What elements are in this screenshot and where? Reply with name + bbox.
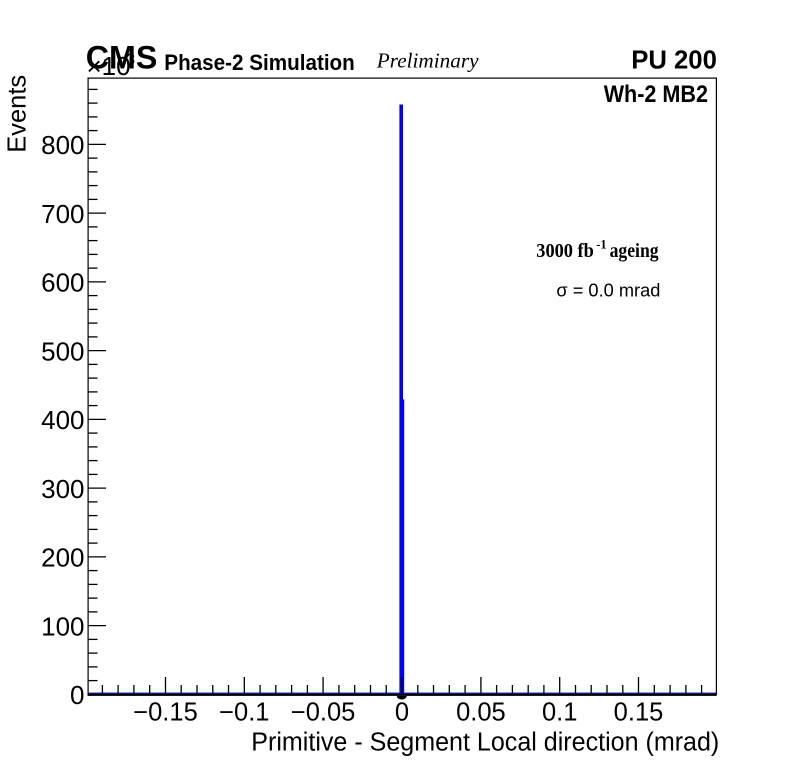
svg-text:ageing: ageing xyxy=(610,241,659,262)
svg-text:700: 700 xyxy=(41,199,84,229)
svg-text:σ = 0.0 mrad: σ = 0.0 mrad xyxy=(556,279,660,300)
svg-text:0.05: 0.05 xyxy=(456,699,506,727)
svg-text:PU 200: PU 200 xyxy=(631,47,717,75)
svg-text:×10: ×10 xyxy=(87,51,131,81)
svg-text:100: 100 xyxy=(41,611,84,641)
svg-text:−0.1: −0.1 xyxy=(219,699,269,727)
svg-text:800: 800 xyxy=(41,130,84,160)
svg-text:200: 200 xyxy=(41,543,84,573)
svg-text:Primitive - Segment Local dire: Primitive - Segment Local direction (mra… xyxy=(251,729,719,757)
svg-text:500: 500 xyxy=(41,336,84,366)
svg-text:-1: -1 xyxy=(596,237,606,251)
svg-text:3000 fb: 3000 fb xyxy=(536,241,594,262)
svg-text:−0.15: −0.15 xyxy=(133,699,198,727)
svg-text:CMS: CMS xyxy=(86,39,158,75)
svg-text:−0.05: −0.05 xyxy=(291,699,356,727)
svg-text:3: 3 xyxy=(127,52,136,69)
svg-text:0: 0 xyxy=(395,699,409,727)
svg-text:0: 0 xyxy=(70,680,84,710)
svg-text:0.15: 0.15 xyxy=(614,699,664,727)
svg-text:0.1: 0.1 xyxy=(542,699,577,727)
svg-text:300: 300 xyxy=(41,474,84,504)
svg-text:400: 400 xyxy=(41,405,84,435)
svg-text:Preliminary: Preliminary xyxy=(376,49,479,73)
svg-text:Phase-2 Simulation: Phase-2 Simulation xyxy=(164,50,354,75)
svg-text:600: 600 xyxy=(41,268,84,298)
svg-text:Wh-2 MB2: Wh-2 MB2 xyxy=(604,81,708,108)
svg-text:Events: Events xyxy=(1,75,31,153)
